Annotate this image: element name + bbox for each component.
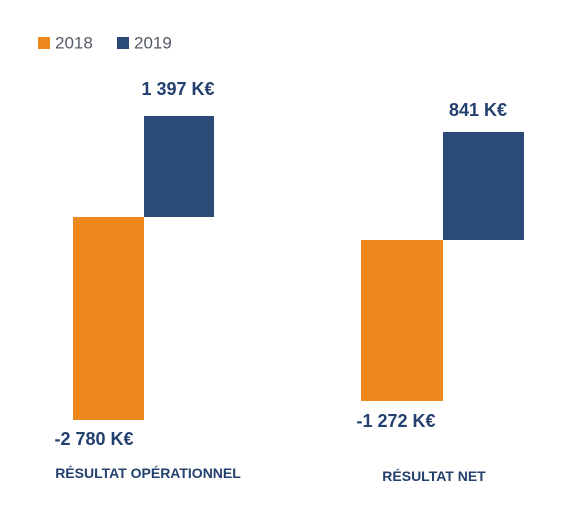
data-label-2018-2: -1 272 K€ (356, 411, 435, 431)
legend-label-2018: 2018 (55, 34, 93, 53)
bar-2019-2 (443, 132, 524, 240)
legend-label-2019: 2019 (134, 34, 172, 53)
legend-swatch-2018 (38, 37, 50, 49)
data-label-2018-1: -2 780 K€ (54, 429, 133, 449)
data-labels: -2 780 K€ 1 397 K€ -1 272 K€ 841 K€ (54, 79, 507, 449)
bar-2019-1 (144, 116, 214, 217)
data-label-2019-1: 1 397 K€ (141, 79, 214, 99)
data-label-2019-2: 841 K€ (449, 100, 507, 120)
category-label-2: RÉSULTAT NET (382, 468, 486, 484)
bars (73, 116, 524, 420)
legend-swatch-2019 (117, 37, 129, 49)
category-labels: RÉSULTAT OPÉRATIONNEL RÉSULTAT NET (55, 465, 486, 484)
bar-2018-2 (361, 240, 443, 401)
bar-2018-1 (73, 217, 144, 420)
category-label-1: RÉSULTAT OPÉRATIONNEL (55, 465, 241, 481)
legend: 2018 2019 (38, 34, 172, 53)
